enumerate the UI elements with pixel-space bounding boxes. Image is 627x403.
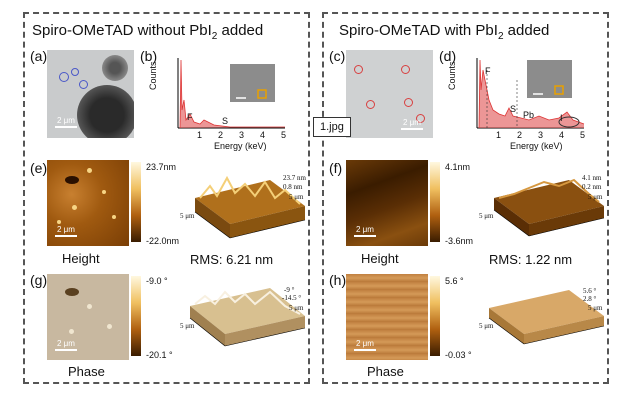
eds-d-peak-s: S [510,104,517,114]
f-3d-z2: 0.2 nm [582,183,602,191]
g-3d-z1: -9 ° [284,286,295,294]
eds-b-peak-f: F [187,112,193,122]
colorbar-f [430,162,440,242]
label-e: (e) [30,160,48,176]
colorbar-g [131,276,141,356]
scale-label: 2 μm [57,225,75,234]
eds-d-peak-f: F [485,66,491,76]
e-3d-z2: 0.8 nm [283,183,303,191]
eds-d-tick-2: 2 [517,130,523,140]
scale-label: 2 μm [356,225,374,234]
tem-image-c: 2 μm [346,50,433,138]
eds-b-tick-1: 1 [197,130,203,140]
eds-d-peak-i: I [560,113,563,123]
label-f: (f) [329,160,343,176]
eds-d-ylabel: Counts [447,61,457,90]
e-3d-xy-right: 5 μm [289,193,304,201]
h-3d-z1: 5.6 ° [583,287,597,295]
h-3d-xy-left: 5 μm [479,322,494,330]
g-3d-xy-right: 5 μm [289,304,304,312]
tem-image-a: 2 μm [47,50,134,138]
afm-phase-h: 2 μm [346,274,428,360]
colorbar-h [430,276,440,356]
afm-3d-h [488,290,605,345]
f-cmax: 4.1nm [445,162,471,172]
afm-height-e: 2 μm [47,160,129,246]
g-3d-z2: -14.5 ° [282,294,302,302]
phase-caption-left: Phase [68,364,105,379]
afm-phase-g: 2 μm [47,274,129,360]
rms-left: RMS: 6.21 nm [190,252,274,267]
eds-d-tick-3: 3 [538,130,544,140]
g-cmax: -9.0 ° [146,276,168,286]
afm-3d-g [189,288,306,347]
f-cmin: -3.6nm [445,236,474,246]
e-3d-xy-left: 5 μm [180,212,195,220]
eds-d-tick-1: 1 [496,130,502,140]
label-h: (h) [329,272,347,288]
afm-height-f: 2 μm [346,160,428,246]
eds-d-tick-5: 5 [580,130,586,140]
e-3d-z1: 23.7 nm [283,174,306,182]
e-cmax: 23.7nm [146,162,177,172]
eds-chart-d [476,58,585,129]
scale-label: 2 μm [57,339,75,348]
colorbar-e [131,162,141,242]
eds-d-xlabel: Energy (keV) [510,141,563,151]
height-caption-left: Height [62,251,100,266]
eds-b-xlabel: Energy (keV) [214,141,267,151]
label-b: (b) [140,48,158,64]
scale-label: 2 μm [57,116,75,125]
eds-b-peak-s: S [222,116,229,126]
left-title: Spiro-OMeTAD without PbI2 added [32,22,264,42]
right-panel [322,12,609,384]
afm-3d-f [493,178,605,237]
h-3d-z2: 2.8 ° [583,295,597,303]
afm-3d-e [194,175,306,239]
g-3d-xy-left: 5 μm [180,322,195,330]
label-d: (d) [439,48,457,64]
left-panel [23,12,310,384]
h-cmin: -0.03 ° [445,350,472,360]
phase-caption-right: Phase [367,364,404,379]
label-c: (c) [329,48,346,64]
eds-d-tick-4: 4 [559,130,565,140]
eds-b-tick-4: 4 [260,130,266,140]
right-title: Spiro-OMeTAD with PbI2 added [339,22,550,42]
g-cmin: -20.1 ° [146,350,173,360]
file-label: 1.jpg [313,117,351,137]
label-a: (a) [30,48,48,64]
f-3d-xy-right: 5 μm [588,193,603,201]
f-3d-xy-left: 5 μm [479,212,494,220]
scale-label: 2 μm [356,339,374,348]
eds-b-tick-5: 5 [281,130,287,140]
eds-chart-b [177,58,285,129]
eds-b-tick-2: 2 [218,130,224,140]
height-caption-right: Height [361,251,399,266]
eds-b-tick-3: 3 [239,130,245,140]
scale-label: 2 μm [403,118,421,127]
label-g: (g) [30,272,48,288]
eds-b-ylabel: Counts [148,61,158,90]
e-cmin: -22.0nm [146,236,180,246]
h-3d-xy-right: 5 μm [588,304,603,312]
h-cmax: 5.6 ° [445,276,464,286]
eds-d-peak-pb: Pb [523,110,535,120]
f-3d-z1: 4.1 nm [582,174,602,182]
rms-right: RMS: 1.22 nm [489,252,573,267]
